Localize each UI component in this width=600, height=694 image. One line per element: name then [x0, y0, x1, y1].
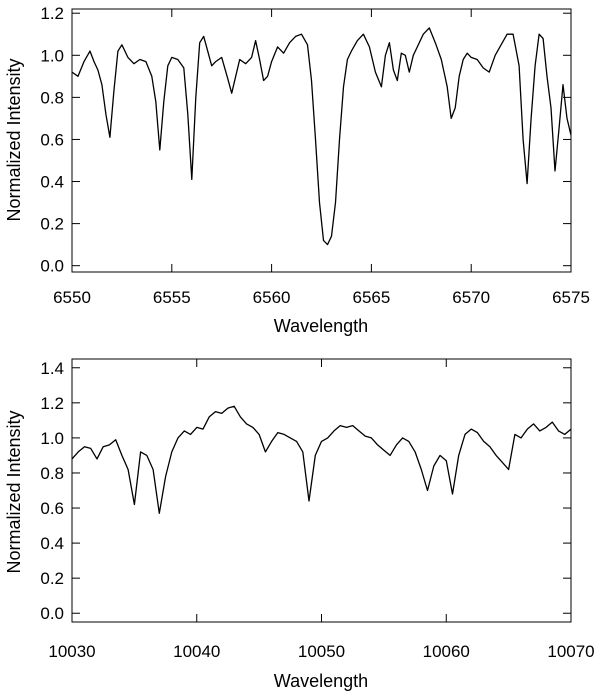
y-tick-label: 1.4 [40, 359, 64, 378]
x-axis-title-top: Wavelength [274, 316, 368, 336]
x-axis-top: 6550 6555 6560 6565 6570 6575 [53, 9, 590, 307]
y-axis-title-bottom: Normalized Intensity [4, 410, 24, 573]
y-tick-label: 0.6 [40, 499, 64, 518]
y-tick-label: 0.0 [40, 257, 64, 276]
y-tick-label: 0.4 [40, 173, 64, 192]
spectrum-line-bottom [71, 405, 572, 514]
x-tick-label: 10060 [423, 642, 470, 661]
y-tick-label: 0.2 [40, 215, 64, 234]
y-axis-top: 0.0 0.2 0.4 0.6 0.8 1.0 1.2 [40, 4, 571, 276]
y-tick-label: 0.8 [40, 88, 64, 107]
x-tick-label: 6560 [253, 288, 291, 307]
x-tick-label: 10030 [48, 642, 95, 661]
x-tick-label: 6550 [53, 288, 91, 307]
x-tick-label: 6565 [352, 288, 390, 307]
x-tick-label: 10050 [298, 642, 345, 661]
y-tick-label: 1.0 [40, 46, 64, 65]
spectrum-line-top [71, 27, 572, 246]
y-tick-label: 0.2 [40, 569, 64, 588]
y-tick-label: 1.2 [40, 394, 64, 413]
chart-bottom: 0.0 0.2 0.4 0.6 0.8 1.0 1.2 1.4 10030 10040 10050… [4, 358, 595, 691]
x-tick-label: 10070 [547, 642, 594, 661]
y-tick-label: 0.0 [40, 604, 64, 623]
y-tick-label: 1.0 [40, 429, 64, 448]
y-tick-label: 0.6 [40, 130, 64, 149]
y-tick-label: 0.8 [40, 464, 64, 483]
x-tick-label: 6555 [153, 288, 191, 307]
x-tick-label: 6570 [452, 288, 490, 307]
x-axis-bottom: 10030 10040 10050 10060 10070 [48, 359, 595, 661]
chart-top: 0.00.20.40.60.81.01.2 6550 6555 6560 6565 65… [4, 4, 590, 336]
x-tick-label: 6575 [552, 288, 590, 307]
x-axis-title-bottom: Wavelength [274, 671, 368, 691]
y-tick-label: 1.2 [40, 4, 64, 23]
y-tick-label: 0.4 [40, 534, 64, 553]
y-axis-title-top: Normalized Intensity [4, 58, 24, 221]
y-axis-bottom: 0.0 0.2 0.4 0.6 0.8 1.0 1.2 1.4 [40, 359, 571, 623]
plot-frame-top [71, 8, 572, 273]
x-tick-label: 10040 [173, 642, 220, 661]
plot-frame-bottom [71, 358, 572, 623]
